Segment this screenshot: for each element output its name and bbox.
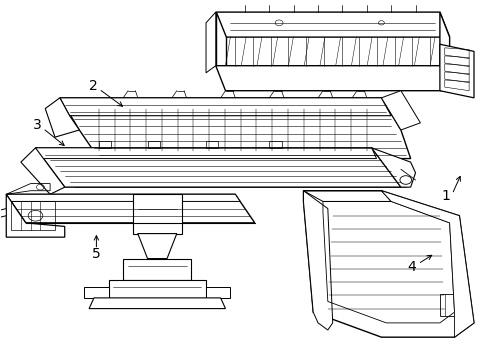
Polygon shape [60,98,391,116]
Polygon shape [35,148,401,187]
Polygon shape [216,66,450,91]
Polygon shape [6,194,255,223]
Text: 1: 1 [441,189,450,203]
Polygon shape [35,148,376,158]
Text: 2: 2 [89,79,98,93]
Polygon shape [123,258,192,280]
Polygon shape [303,191,333,330]
Polygon shape [206,12,216,73]
Polygon shape [440,12,450,91]
Polygon shape [84,287,109,298]
Text: 4: 4 [407,260,416,274]
Polygon shape [216,12,450,37]
Polygon shape [6,194,65,237]
Polygon shape [440,44,474,98]
Polygon shape [372,148,416,187]
Polygon shape [303,191,474,337]
Polygon shape [45,98,79,137]
Polygon shape [206,287,230,298]
Polygon shape [381,191,474,337]
Polygon shape [21,148,65,194]
Polygon shape [138,234,177,258]
Polygon shape [381,91,420,130]
Text: 5: 5 [92,247,101,261]
Text: 3: 3 [32,118,41,132]
Polygon shape [60,98,411,158]
Polygon shape [216,12,225,66]
Polygon shape [0,208,6,219]
Polygon shape [133,194,182,234]
Polygon shape [109,280,206,298]
Polygon shape [89,298,225,309]
Polygon shape [6,194,240,202]
